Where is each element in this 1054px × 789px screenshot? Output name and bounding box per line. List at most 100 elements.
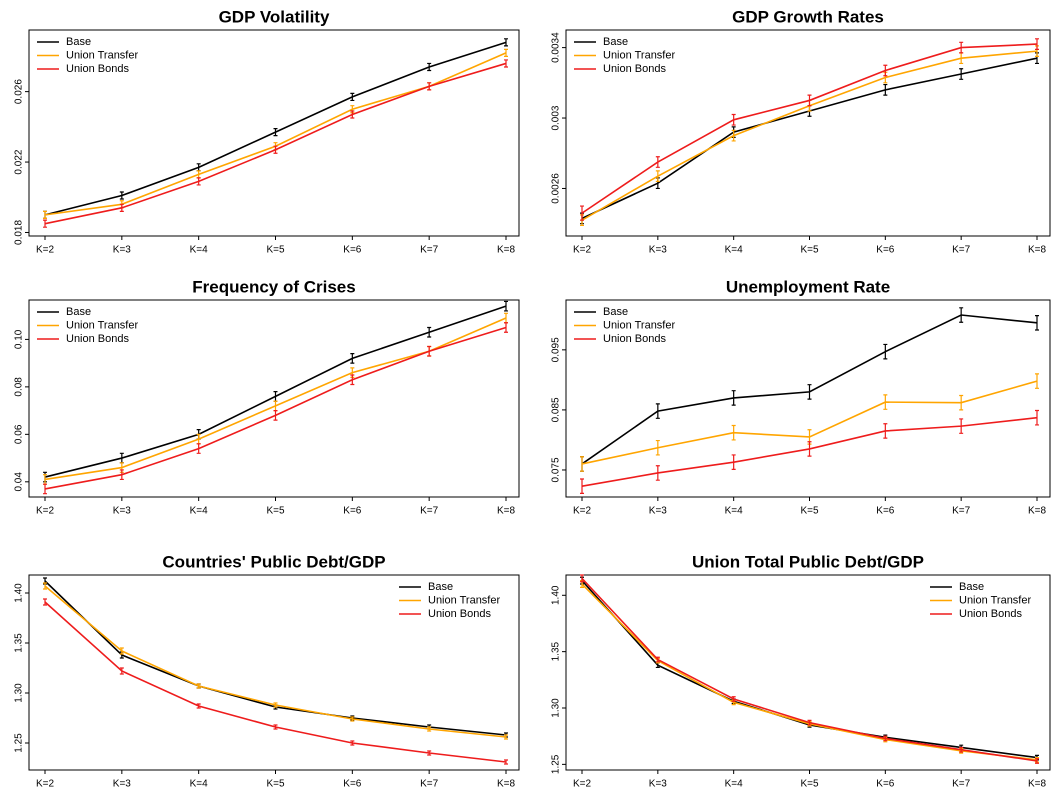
chart-title: Unemployment Rate — [726, 277, 890, 296]
y-tick-label: 1.35 — [551, 641, 562, 661]
error-bar — [1035, 409, 1039, 426]
legend-label: Union Bonds — [603, 333, 666, 345]
plot-frame — [28, 29, 520, 237]
legend-label: Base — [959, 581, 984, 593]
x-tick-label: K=8 — [1028, 779, 1047, 789]
error-bar — [504, 48, 508, 58]
error-bar — [504, 734, 508, 740]
legend-label: Base — [603, 36, 628, 48]
x-tick-label: K=6 — [343, 245, 362, 256]
x-tick-label: K=4 — [190, 779, 209, 789]
error-bar — [580, 205, 584, 221]
error-bar — [883, 423, 888, 439]
legend-label: Union Transfer — [959, 594, 1031, 606]
x-tick-label: K=2 — [573, 506, 592, 517]
error-bar — [655, 156, 660, 168]
panel: Frequency of Crises K=2 K=3 K=4 K=5 K=6 K=7 K=8… — [14, 277, 520, 517]
legend-label: Union Bonds — [66, 63, 129, 75]
x-tick-label: K=4 — [190, 245, 209, 256]
error-bar — [196, 703, 201, 709]
y-tick-label: 1.40 — [14, 583, 25, 603]
panel: Unemployment Rate K=2 K=3 K=4 K=5 K=6 K=7 K=8 0.… — [551, 277, 1051, 517]
plot-frame — [565, 29, 1051, 237]
error-bar — [1035, 315, 1039, 331]
y-tick-label: 0.022 — [14, 149, 25, 174]
legend-label: Union Transfer — [603, 49, 675, 61]
x-tick-label: K=8 — [1028, 506, 1047, 517]
error-bar — [196, 443, 201, 454]
error-bar — [580, 456, 584, 472]
y-tick-label: 0.0026 — [551, 173, 562, 204]
error-bar — [883, 735, 888, 742]
error-bar — [43, 598, 47, 606]
error-bar — [959, 41, 964, 54]
legend-label: Union Transfer — [66, 49, 138, 61]
error-bar — [655, 465, 660, 481]
legend-label: Union Transfer — [603, 319, 675, 331]
plot-frame — [565, 299, 1051, 498]
y-tick-label: 1.30 — [14, 683, 25, 703]
x-tick-label: K=5 — [266, 506, 285, 517]
x-tick-label: K=6 — [343, 506, 362, 517]
y-tick-label: 1.25 — [551, 754, 562, 774]
x-tick-label: K=2 — [36, 245, 55, 256]
error-bar — [350, 740, 355, 746]
error-bar — [119, 203, 124, 212]
legend-label: Union Transfer — [428, 594, 500, 606]
error-bar — [580, 478, 584, 494]
y-tick-label: 1.40 — [551, 585, 562, 605]
x-tick-label: K=5 — [266, 779, 285, 789]
x-tick-label: K=5 — [800, 245, 819, 256]
error-bar — [807, 719, 812, 726]
error-bar — [504, 759, 508, 765]
error-bar — [427, 750, 432, 756]
x-tick-label: K=6 — [876, 779, 895, 789]
error-bar — [655, 170, 660, 183]
error-bar — [731, 424, 736, 441]
error-bar — [807, 94, 812, 107]
legend-label: Base — [66, 36, 91, 48]
error-bar — [959, 68, 964, 80]
error-bar — [731, 390, 736, 406]
x-tick-label: K=4 — [190, 506, 209, 517]
y-tick-label: 0.085 — [551, 397, 562, 422]
error-bar — [504, 38, 508, 47]
error-bar — [350, 110, 355, 119]
legend-label: Base — [428, 581, 453, 593]
x-tick-label: K=7 — [420, 779, 439, 789]
error-bar — [959, 746, 964, 753]
error-bar — [504, 322, 508, 333]
x-tick-label: K=8 — [1028, 245, 1047, 256]
y-tick-label: 0.095 — [551, 337, 562, 362]
error-bar — [731, 696, 736, 702]
error-bar — [43, 582, 47, 590]
error-bar — [427, 82, 432, 91]
error-bar — [883, 83, 888, 96]
series-line — [581, 57, 1038, 220]
chart-title: GDP Growth Rates — [732, 7, 884, 26]
error-bar — [427, 326, 432, 338]
error-bar — [273, 145, 278, 154]
error-bar — [655, 656, 660, 663]
legend-label: Base — [66, 306, 91, 318]
error-bar — [273, 410, 278, 421]
y-tick-label: 0.003 — [551, 105, 562, 130]
plot-frame — [565, 574, 1051, 771]
legend-label: Union Bonds — [603, 63, 666, 75]
legend-label: Base — [603, 306, 628, 318]
error-bar — [504, 59, 508, 68]
chart-title: GDP Volatility — [219, 7, 330, 26]
error-bar — [350, 353, 355, 364]
y-tick-label: 0.075 — [551, 457, 562, 482]
y-tick-label: 1.25 — [14, 733, 25, 753]
x-tick-label: K=8 — [497, 779, 516, 789]
error-bar — [580, 574, 584, 583]
x-tick-label: K=3 — [649, 245, 668, 256]
error-bar — [43, 219, 47, 228]
panel: GDP Growth Rates K=2 K=3 K=4 K=5 K=6 K=7 K=8 0.0… — [551, 7, 1051, 256]
x-tick-label: K=7 — [420, 506, 439, 517]
x-tick-label: K=5 — [800, 779, 819, 789]
error-bar — [1035, 373, 1039, 389]
error-bar — [350, 716, 355, 722]
error-bar — [1035, 758, 1039, 764]
